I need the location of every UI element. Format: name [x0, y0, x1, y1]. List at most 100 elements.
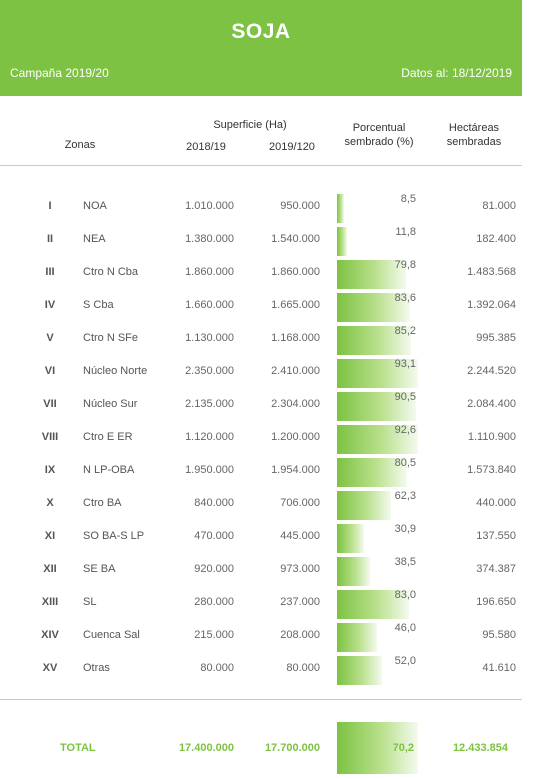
surface-2019-20: 80.000 — [286, 662, 320, 674]
surface-2019-20: 1.860.000 — [271, 266, 320, 278]
surface-2019-20: 237.000 — [280, 596, 320, 608]
surface-2019-20: 445.000 — [280, 530, 320, 542]
surface-2018-19: 2.135.000 — [185, 398, 234, 410]
col-header-hectareas-line2: sembradas — [446, 136, 502, 148]
table-row: V Ctro N SFe 1.130.000 1.168.000 995.385 85,2 — [0, 322, 522, 355]
hectareas-sembradas: 41.610 — [482, 662, 516, 674]
zone-name: N LP-OBA — [83, 464, 135, 476]
zone-number: II — [46, 233, 54, 245]
table-row: VIII Ctro E ER 1.120.000 1.200.000 1.110.900… — [0, 421, 522, 454]
zone-name: SL — [83, 596, 97, 608]
table-row: X Ctro BA 840.000 706.000 440.000 62,3 — [0, 487, 522, 520]
col-header-porcentual-line2: sembrado (%) — [344, 136, 414, 148]
hectareas-sembradas: 1.483.568 — [467, 266, 516, 278]
zone-name: Ctro BA — [83, 497, 122, 509]
zone-number: XI — [44, 530, 56, 542]
table-row: XV Otras 80.000 80.000 41.610 52,0 — [0, 652, 522, 685]
pct-bar — [337, 293, 410, 322]
surface-2018-19: 215.000 — [194, 629, 234, 641]
hectareas-sembradas: 2.244.520 — [467, 365, 516, 377]
zone-name: SE BA — [83, 563, 116, 575]
pct-value: 62,3 — [394, 490, 416, 502]
surface-2018-19: 920.000 — [194, 563, 234, 575]
hectareas-sembradas: 440.000 — [476, 497, 516, 509]
pct-bar — [337, 656, 383, 685]
data-date: Datos al: 18/12/2019 — [401, 66, 512, 80]
surface-2019-20: 706.000 — [280, 497, 320, 509]
col-header-2018-19: 2018/19 — [186, 141, 226, 153]
zone-number: XII — [43, 563, 57, 575]
zone-number: IV — [44, 299, 56, 311]
zone-number: X — [46, 497, 54, 509]
pct-bar — [337, 359, 418, 388]
table-row: IX N LP-OBA 1.950.000 1.954.000 1.573.840 80,… — [0, 454, 522, 487]
pct-value: 38,5 — [394, 556, 416, 568]
table-row: III Ctro N Cba 1.860.000 1.860.000 1.483.568… — [0, 256, 522, 289]
surface-2018-19: 1.950.000 — [185, 464, 234, 476]
pct-value: 83,0 — [394, 589, 416, 601]
zone-number: XIII — [41, 596, 59, 608]
hectareas-sembradas: 1.392.064 — [467, 299, 516, 311]
hectareas-sembradas: 2.084.400 — [467, 398, 516, 410]
total-pct: 70,2 — [392, 742, 414, 754]
surface-2018-19: 1.120.000 — [185, 431, 234, 443]
surface-2019-20: 950.000 — [280, 200, 320, 212]
pct-value: 93,1 — [394, 358, 416, 370]
zone-number: I — [48, 200, 52, 212]
zone-name: Núcleo Sur — [83, 398, 138, 410]
pct-bar — [337, 458, 408, 487]
page-title: SOJA — [231, 20, 291, 43]
surface-2019-20: 1.954.000 — [271, 464, 320, 476]
pct-bar — [337, 326, 412, 355]
zone-name: SO BA-S LP — [83, 530, 145, 542]
pct-value: 8,5 — [400, 193, 416, 205]
pct-bar — [337, 260, 407, 289]
surface-2019-20: 1.200.000 — [271, 431, 320, 443]
surface-2018-19: 1.010.000 — [185, 200, 234, 212]
campaign-label: Campaña 2019/20 — [10, 66, 109, 80]
table-row: XII SE BA 920.000 973.000 374.387 38,5 — [0, 553, 522, 586]
pct-value: 92,6 — [394, 424, 416, 436]
header-banner: SOJA Campaña 2019/20 Datos al: 18/12/201… — [0, 0, 522, 96]
table-row: XIV Cuenca Sal 215.000 208.000 95.580 46,0 — [0, 619, 522, 652]
hectareas-sembradas: 81.000 — [482, 200, 516, 212]
hectareas-sembradas: 182.400 — [476, 233, 516, 245]
total-divider — [0, 699, 522, 700]
surface-2018-19: 280.000 — [194, 596, 234, 608]
zone-name: NEA — [83, 233, 106, 245]
pct-bar — [337, 524, 364, 553]
zone-name: Ctro E ER — [83, 431, 133, 443]
table-row: XI SO BA-S LP 470.000 445.000 137.550 30,9 — [0, 520, 522, 553]
zone-number: XIV — [41, 629, 59, 641]
pct-value: 80,5 — [394, 457, 416, 469]
total-pct-bar — [337, 722, 418, 774]
hectareas-sembradas: 137.550 — [476, 530, 516, 542]
pct-bar — [337, 491, 392, 520]
col-header-2019-20: 2019/120 — [269, 141, 315, 153]
hectareas-sembradas: 1.573.840 — [467, 464, 516, 476]
total-hectareas: 12.433.854 — [452, 742, 508, 754]
zone-name: S Cba — [83, 299, 114, 311]
surface-2019-20: 2.304.000 — [271, 398, 320, 410]
pct-bar — [337, 623, 378, 652]
hectareas-sembradas: 1.110.900 — [467, 431, 516, 443]
surface-2018-19: 1.130.000 — [185, 332, 234, 344]
zone-name: Ctro N Cba — [83, 266, 139, 278]
total-2019-20: 17.700.000 — [264, 742, 320, 754]
surface-2018-19: 1.380.000 — [185, 233, 234, 245]
col-header-porcentual-line1: Porcentual — [352, 122, 406, 134]
pct-value: 83,6 — [394, 292, 416, 304]
col-header-superficie: Superficie (Ha) — [213, 119, 287, 131]
surface-2019-20: 2.410.000 — [271, 365, 320, 377]
surface-2019-20: 208.000 — [280, 629, 320, 641]
table-row: I NOA 1.010.000 950.000 81.000 8,5 — [0, 190, 522, 223]
table-row: VI Núcleo Norte 2.350.000 2.410.000 2.244.52… — [0, 355, 522, 388]
table-row: VII Núcleo Sur 2.135.000 2.304.000 2.084.400… — [0, 388, 522, 421]
pct-value: 85,2 — [394, 325, 416, 337]
pct-value: 30,9 — [394, 523, 416, 535]
surface-2018-19: 1.660.000 — [185, 299, 234, 311]
pct-value: 46,0 — [394, 622, 416, 634]
header-divider — [0, 165, 522, 166]
surface-2018-19: 1.860.000 — [185, 266, 234, 278]
table-row: XIII SL 280.000 237.000 196.650 83,0 — [0, 586, 522, 619]
